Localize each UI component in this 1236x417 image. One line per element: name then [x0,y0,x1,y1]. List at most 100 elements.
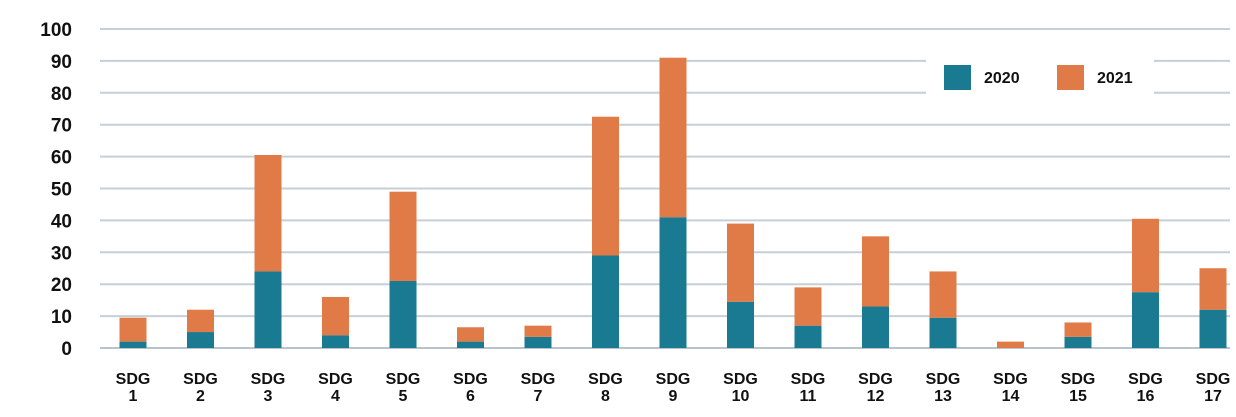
x-tick-label-line: 16 [1137,388,1155,405]
x-tick-label-line: SDG [588,371,623,388]
bar-segment-2020 [659,217,687,348]
y-tick-label: 0 [61,339,72,360]
x-tick-label: SDG 17 [1196,371,1231,405]
bar-segment-2021 [997,341,1024,348]
x-tick-label-line: SDG [521,371,556,388]
bar-segment-2021 [1064,322,1092,337]
y-tick-label: 50 [51,180,72,201]
x-tick-label: SDG 7 [521,371,556,405]
y-tick-label: 40 [51,211,72,232]
x-tick-label-line: SDG [183,371,218,388]
legend-label-2021: 2021 [1097,70,1133,87]
x-tick-label: SDG 6 [453,371,488,405]
bar-segment-2020 [457,341,484,348]
x-tick-label-line: SDG [993,371,1028,388]
x-tick-label: SDG 9 [656,371,691,405]
x-tick-label: SDG 4 [318,371,353,405]
x-tick-label-line: 12 [867,388,885,405]
x-tick-label: SDG 3 [251,371,286,405]
bar-segment-2021 [457,327,484,342]
y-tick-label: 60 [51,148,72,169]
x-tick-label: SDG 15 [1061,371,1096,405]
bar-segment-2021 [524,325,552,337]
x-tick-label-line: 9 [669,388,678,405]
x-tick-label-line: SDG [1061,371,1096,388]
bar-segment-2021 [1199,268,1227,310]
x-tick-label-line: SDG [386,371,421,388]
x-tick-label-line: 4 [331,388,340,405]
bar-segment-2021 [794,287,822,326]
x-tick-label-line: 10 [732,388,750,405]
x-tick-label-line: SDG [791,371,826,388]
bar-segment-2020 [862,306,889,348]
bar-segment-2021 [187,309,214,333]
y-tick-label: 20 [51,275,72,296]
x-tick-label-line: SDG [116,371,151,388]
y-tick-label: 70 [51,116,72,137]
bar-segment-2020 [389,281,417,348]
x-tick-label-line: 13 [934,388,952,405]
x-tick-label-line: 5 [399,388,408,405]
x-tick-label-line: SDG [723,371,758,388]
x-tick-label-line: 17 [1204,388,1222,405]
x-tick-label-line: 15 [1069,388,1087,405]
bar-segment-2020 [727,301,754,348]
legend-swatch-2021 [1057,65,1084,90]
x-tick-label-line: 14 [1002,388,1020,405]
x-tick-label: SDG 1 [116,371,151,405]
legend-swatch-2020 [944,65,971,90]
bar-segment-2020 [1132,292,1159,348]
x-tick-label-line: SDG [251,371,286,388]
x-tick-label: SDG 16 [1128,371,1163,405]
y-tick-label: 100 [40,20,72,41]
x-tick-label-line: 8 [601,388,610,405]
bar-segment-2020 [592,255,619,348]
x-tick-label-line: SDG [656,371,691,388]
legend: 2020 2021 [926,52,1154,106]
bar-segment-2021 [862,236,889,307]
bar-segment-2021 [254,155,282,272]
x-tick-label-line: 3 [264,388,273,405]
bar-segment-2020 [929,317,957,348]
y-tick-label: 90 [51,52,72,73]
x-tick-label-line: SDG [453,371,488,388]
x-tick-label-line: 1 [129,388,138,405]
bar-segment-2020 [187,332,214,348]
bar-segment-2020 [322,335,349,348]
bar-segment-2021 [389,191,417,282]
legend-label-2020: 2020 [984,70,1020,87]
x-tick-label: SDG 10 [723,371,758,405]
bar-segment-2020 [1064,336,1092,348]
x-tick-label-line: 2 [196,388,205,405]
bar-segment-2021 [929,271,957,318]
bar-segment-2021 [1132,218,1159,293]
x-tick-label: SDG 13 [926,371,961,405]
bar-segment-2021 [592,116,619,256]
x-tick-label-line: SDG [858,371,893,388]
y-tick-label: 80 [51,84,72,105]
bars [119,57,1227,348]
x-tick-label-line: SDG [1196,371,1231,388]
x-tick-label-line: SDG [318,371,353,388]
bar-segment-2020 [524,336,552,348]
x-tick-label-line: SDG [926,371,961,388]
y-axis: 0 10 20 30 40 50 60 70 80 90 100 [40,20,72,360]
x-tick-label: SDG 11 [791,371,826,405]
x-tick-label: SDG 8 [588,371,623,405]
bar-segment-2021 [119,317,147,342]
bar-segment-2020 [794,325,822,348]
x-tick-label: SDG 5 [386,371,421,405]
bar-segment-2020 [1199,309,1227,348]
x-tick-label-line: 7 [534,388,543,405]
bar-segment-2020 [254,271,282,348]
y-tick-label: 10 [51,307,72,328]
x-tick-label: SDG 2 [183,371,218,405]
y-tick-label: 30 [51,243,72,264]
x-tick-label: SDG 12 [858,371,893,405]
x-tick-label-line: 11 [800,388,817,405]
x-tick-label-line: 6 [466,388,475,405]
x-tick-label: SDG 14 [993,371,1028,405]
x-tick-label-line: SDG [1128,371,1163,388]
